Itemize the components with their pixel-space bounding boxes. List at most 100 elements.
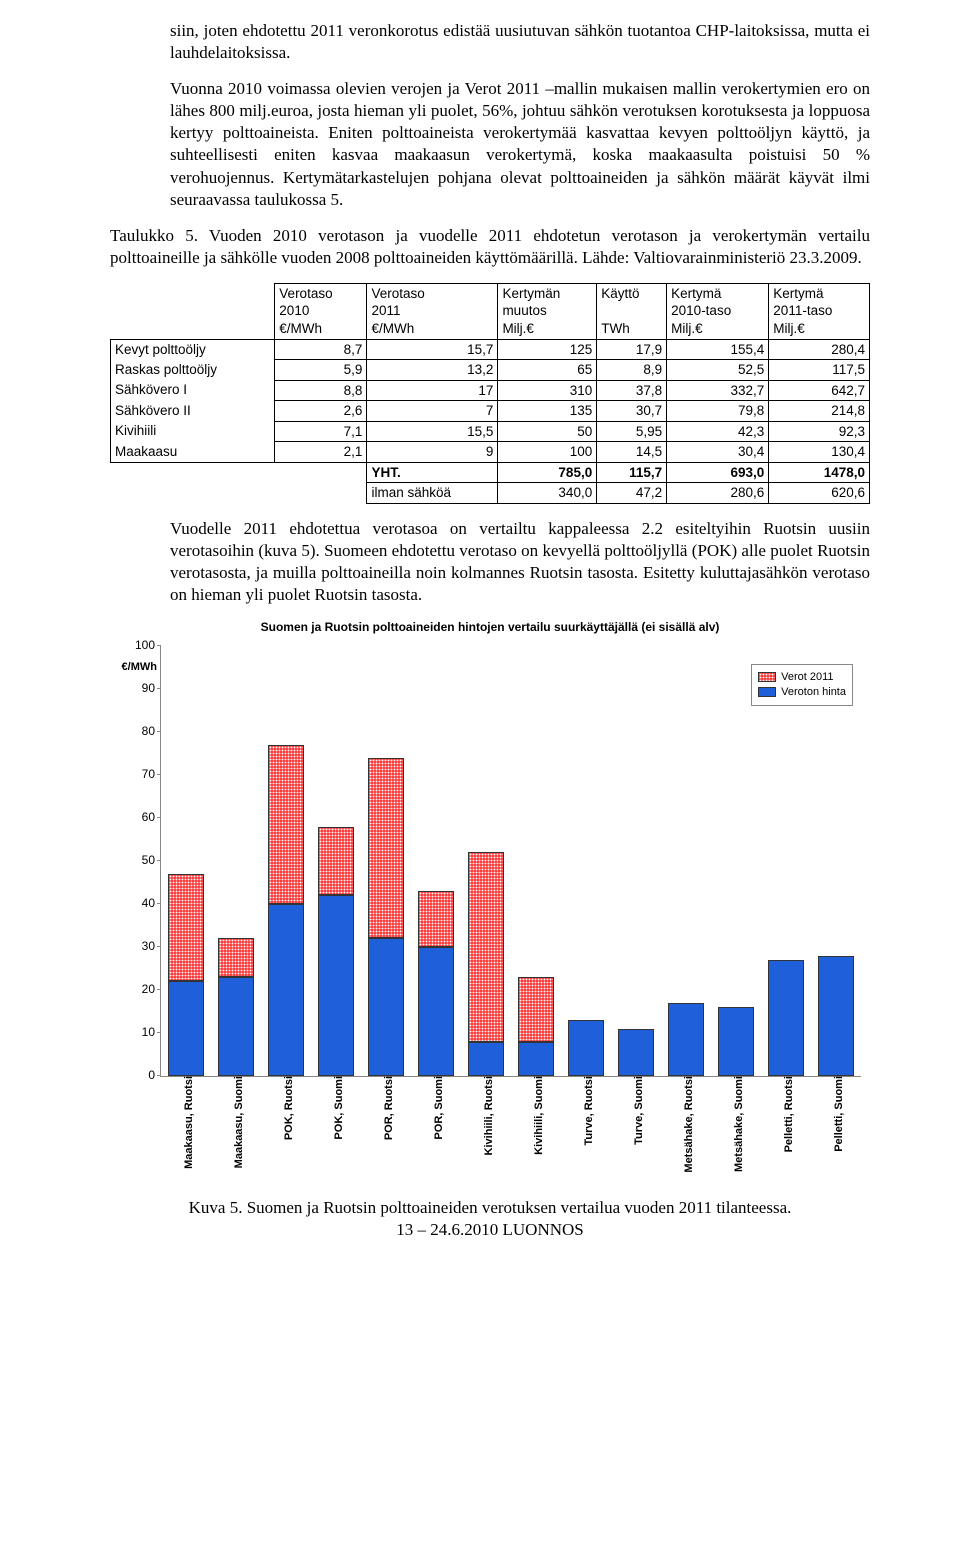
table-cell: Kevyt polttoöljy xyxy=(111,339,275,360)
table-cell: 79,8 xyxy=(667,401,769,422)
chart-legend: Verot 2011Veroton hinta xyxy=(751,664,853,706)
chart-legend-label: Veroton hinta xyxy=(781,685,846,699)
chart-ytick-mark xyxy=(157,731,161,732)
table-cell: Sähkövero II xyxy=(111,401,275,422)
chart-xlabel: POR, Ruotsi xyxy=(376,1076,396,1140)
table-cell: 214,8 xyxy=(769,401,870,422)
table-cell: 9 xyxy=(367,442,498,463)
figure-5-caption: Kuva 5. Suomen ja Ruotsin polttoaineiden… xyxy=(110,1197,870,1219)
table-row: Sähkövero I8,81731037,8332,7642,7 xyxy=(111,380,870,401)
chart-bar-base xyxy=(568,1020,604,1076)
table-cell: 2,6 xyxy=(275,401,367,422)
chart-legend-row: Verot 2011 xyxy=(758,670,846,684)
table-cell: Sähkövero I xyxy=(111,380,275,401)
table-5-head: Verotaso2010€/MWhVerotaso2011€/MWhKertym… xyxy=(111,283,870,339)
chart-xlabel: Turve, Ruotsi xyxy=(576,1076,596,1145)
table-cell: 14,5 xyxy=(597,442,667,463)
table-header-cell: KäyttöTWh xyxy=(597,283,667,339)
table-header-cell: Kertymä2010-tasoMilj.€ xyxy=(667,283,769,339)
table-cell: 5,95 xyxy=(597,421,667,442)
paragraph-2: Vuonna 2010 voimassa olevien verojen ja … xyxy=(110,78,870,211)
chart-ytick-mark xyxy=(157,645,161,646)
table-cell-empty xyxy=(111,483,275,504)
chart-bar-base xyxy=(718,1007,754,1076)
chart-ytick-label: 10 xyxy=(123,1025,155,1041)
chart-bar-tax xyxy=(318,827,354,896)
table-cell: 117,5 xyxy=(769,360,870,381)
table-cell: 8,9 xyxy=(597,360,667,381)
chart-ytick-label: 0 xyxy=(123,1068,155,1084)
chart-ytick-mark xyxy=(157,1032,161,1033)
chart-legend-swatch xyxy=(758,687,776,697)
table-5-caption: Taulukko 5. Vuoden 2010 verotason ja vuo… xyxy=(110,225,870,269)
chart-legend-label: Verot 2011 xyxy=(781,670,833,684)
chart-legend-swatch xyxy=(758,672,776,682)
chart-ytick-label: 70 xyxy=(123,767,155,783)
page-footer: 13 – 24.6.2010 LUONNOS xyxy=(110,1219,870,1241)
chart-ytick-label: 80 xyxy=(123,724,155,740)
table-cell: 620,6 xyxy=(769,483,870,504)
table-cell: 125 xyxy=(498,339,597,360)
chart-bar-base xyxy=(468,1042,504,1076)
table-cell: Kivihiili xyxy=(111,421,275,442)
table-cell: 50 xyxy=(498,421,597,442)
chart-ytick-label: 50 xyxy=(123,853,155,869)
chart-xlabel: Maakaasu, Ruotsi xyxy=(176,1076,196,1169)
chart-ytick-label: 90 xyxy=(123,681,155,697)
table-header-cell: Verotaso2011€/MWh xyxy=(367,283,498,339)
table-header-cell: Kertymä2011-tasoMilj.€ xyxy=(769,283,870,339)
chart-ytick-label: 20 xyxy=(123,982,155,998)
table-cell: 280,6 xyxy=(667,483,769,504)
table-cell: 100 xyxy=(498,442,597,463)
chart-container: Suomen ja Ruotsin polttoaineiden hintoje… xyxy=(110,620,870,1077)
chart-xlabel: Maakaasu, Suomi xyxy=(226,1076,246,1168)
chart-bar-tax xyxy=(168,874,204,982)
chart-ytick-mark xyxy=(157,817,161,818)
table-cell-empty xyxy=(111,462,275,483)
table-header-cell: Verotaso2010€/MWh xyxy=(275,283,367,339)
chart-bar-base xyxy=(768,960,804,1076)
table-cell: 42,3 xyxy=(667,421,769,442)
table-cell: 30,4 xyxy=(667,442,769,463)
table-cell: Maakaasu xyxy=(111,442,275,463)
table-5-body: Kevyt polttoöljy8,715,712517,9155,4280,4… xyxy=(111,339,870,462)
chart-legend-row: Veroton hinta xyxy=(758,685,846,699)
table-cell: 310 xyxy=(498,380,597,401)
table-cell: 17 xyxy=(367,380,498,401)
table-5: Verotaso2010€/MWhVerotaso2011€/MWhKertym… xyxy=(110,283,870,504)
table-cell: ilman sähköä xyxy=(367,483,498,504)
table-header-cell xyxy=(111,283,275,339)
table-cell: 47,2 xyxy=(597,483,667,504)
table-cell: 693,0 xyxy=(667,462,769,483)
chart-bar-base xyxy=(618,1029,654,1076)
chart-ytick-mark xyxy=(157,688,161,689)
chart-xlabel: Kivihiili, Suomi xyxy=(526,1076,546,1155)
table-summary-row: YHT.785,0115,7693,01478,0 xyxy=(111,462,870,483)
chart-bar-tax xyxy=(368,758,404,939)
table-cell: 13,2 xyxy=(367,360,498,381)
chart-ytick-mark xyxy=(157,989,161,990)
table-cell: 7,1 xyxy=(275,421,367,442)
chart-ytick-mark xyxy=(157,903,161,904)
paragraph-1: siin, joten ehdotettu 2011 veronkorotus … xyxy=(110,20,870,64)
table-header-cell: KertymänmuutosMilj.€ xyxy=(498,283,597,339)
table-cell: 17,9 xyxy=(597,339,667,360)
chart-xlabel: POR, Suomi xyxy=(426,1076,446,1140)
table-cell: 5,9 xyxy=(275,360,367,381)
table-cell: YHT. xyxy=(367,462,498,483)
table-cell: 52,5 xyxy=(667,360,769,381)
table-cell: 332,7 xyxy=(667,380,769,401)
table-row: Kevyt polttoöljy8,715,712517,9155,4280,4 xyxy=(111,339,870,360)
table-cell: 37,8 xyxy=(597,380,667,401)
table-summary-row: ilman sähköä340,047,2280,6620,6 xyxy=(111,483,870,504)
chart-ytick-mark xyxy=(157,774,161,775)
table-row: Kivihiili7,115,5505,9542,392,3 xyxy=(111,421,870,442)
chart-ytick-label: 100 xyxy=(123,638,155,654)
chart-bar-base xyxy=(818,956,854,1076)
chart-bar-tax xyxy=(218,938,254,977)
table-cell: 785,0 xyxy=(498,462,597,483)
chart-xlabel: POK, Ruotsi xyxy=(276,1076,296,1140)
chart-xlabel: Pelletti, Suomi xyxy=(826,1076,846,1152)
chart-bar-tax xyxy=(468,852,504,1041)
chart-bar-tax xyxy=(518,977,554,1042)
